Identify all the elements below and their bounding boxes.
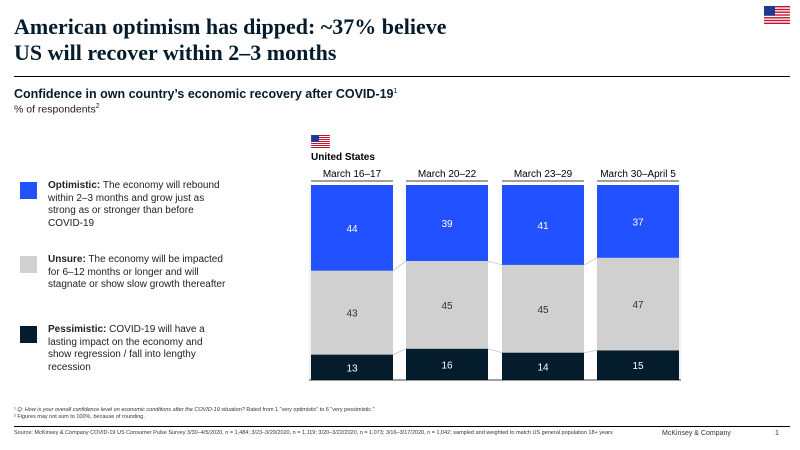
data-label-unsure-march-30-april-5: 47 [632, 300, 644, 311]
bar-unsure-march-20-22 [406, 261, 488, 349]
data-label-optimistic-march-20-22: 39 [441, 219, 453, 230]
chart-unit-text: % of respondents [14, 103, 96, 116]
country-label: United States [311, 152, 375, 163]
bar-optimistic-march-16-17 [311, 185, 393, 271]
bar-pessimistic-march-20-22 [406, 348, 488, 380]
category-label-march-23-29: March 23–29 [514, 169, 573, 180]
bar-pessimistic-march-16-17 [311, 354, 393, 380]
bar-pessimistic-march-23-29 [502, 352, 584, 380]
legend-desc-unsure: The economy will be impacted for 6–12 mo… [48, 254, 226, 290]
data-label-pessimistic-march-20-22: 16 [441, 360, 453, 371]
legend-text-pessimistic: Pessimistic: COVID-19 will have a lastin… [48, 324, 228, 374]
bottom-divider [14, 426, 790, 427]
category-label-march-16-17: March 16–17 [323, 169, 382, 180]
bar-gap-3 [584, 185, 597, 380]
footnote-2-text: Figures may not sum to 100%, because of … [17, 414, 145, 420]
legend-swatch-pessimistic [20, 326, 37, 343]
footnote-2: ² Figures may not sum to 100%, because o… [14, 414, 145, 420]
bar-gap-1 [393, 185, 406, 380]
headline-line-1: American optimism has dipped: ~37% belie… [14, 14, 447, 39]
subtitle-footnote-marker: 1 [393, 87, 398, 95]
us-flag-icon [764, 6, 790, 24]
footnotes: ¹ Q: How is your overall confidence leve… [14, 407, 654, 421]
category-label-march-20-22: March 20–22 [418, 169, 477, 180]
legend-label-unsure: Unsure: [48, 254, 86, 265]
top-divider [14, 76, 790, 77]
chart-unit: % of respondents2 [14, 103, 100, 116]
footnote-1-question: Q: How is your overall confidence level … [17, 407, 245, 413]
page-number: 1 [775, 430, 779, 437]
data-label-pessimistic-march-23-29: 14 [537, 362, 549, 373]
chart-subtitle-text: Confidence in own country’s economic rec… [14, 87, 394, 101]
footnote-1: ¹ Q: How is your overall confidence leve… [14, 407, 375, 413]
connector-line-2-1 [487, 260, 503, 266]
us-flag-small-icon [311, 135, 330, 148]
legend-text-unsure: Unsure: The economy will be impacted for… [48, 254, 228, 292]
footnote-1-scale: Rated from 1 “very optimistic” to 6 “ver… [246, 407, 375, 413]
brand-name: McKinsey & Company [662, 430, 731, 437]
bar-unsure-march-23-29 [502, 264, 584, 353]
unit-footnote-marker: 2 [95, 103, 100, 110]
data-label-unsure-march-20-22: 45 [441, 301, 453, 312]
chart-subtitle: Confidence in own country’s economic rec… [14, 87, 397, 101]
headline: American optimism has dipped: ~37% belie… [14, 14, 714, 66]
bar-unsure-march-30-april-5 [597, 257, 679, 351]
category-label-march-30-april-5: March 30–April 5 [600, 169, 676, 180]
bar-optimistic-march-30-april-5 [597, 185, 679, 258]
bar-pessimistic-march-30-april-5 [597, 350, 679, 380]
legend-swatch-optimistic [20, 182, 37, 199]
bar-gap-2 [488, 185, 502, 380]
data-label-pessimistic-march-16-17: 13 [346, 363, 358, 374]
legend-label-optimistic: Optimistic: [48, 180, 101, 191]
data-label-pessimistic-march-30-april-5: 15 [632, 361, 644, 372]
connector-line-1-2 [392, 348, 407, 355]
bar-optimistic-march-23-29 [502, 185, 584, 265]
data-label-optimistic-march-23-29: 41 [537, 221, 549, 232]
connector-line-3-2 [583, 350, 598, 354]
data-label-optimistic-march-30-april-5: 37 [632, 217, 644, 228]
data-label-unsure-march-23-29: 45 [537, 305, 549, 316]
legend-desc-optimistic: The economy will rebound within 2–3 mont… [48, 180, 220, 229]
connector-line-3-1 [583, 257, 598, 266]
data-label-unsure-march-16-17: 43 [346, 309, 358, 320]
legend-label-pessimistic: Pessimistic: [48, 324, 107, 335]
headline-line-2: US will recover within 2–3 months [14, 40, 337, 65]
legend-text-optimistic: Optimistic: The economy will rebound wit… [48, 180, 228, 230]
bar-optimistic-march-20-22 [406, 185, 488, 262]
data-label-optimistic-march-16-17: 44 [346, 224, 358, 235]
connector-line-2-2 [487, 348, 503, 354]
connector-line-1-1 [392, 260, 407, 272]
legend-swatch-unsure [20, 256, 37, 273]
bar-unsure-march-16-17 [311, 270, 393, 355]
source-note: Source: McKinsey & Company COVID-19 US C… [14, 430, 613, 436]
legend-desc-pessimistic: COVID-19 will have a lasting impact on t… [48, 324, 205, 373]
